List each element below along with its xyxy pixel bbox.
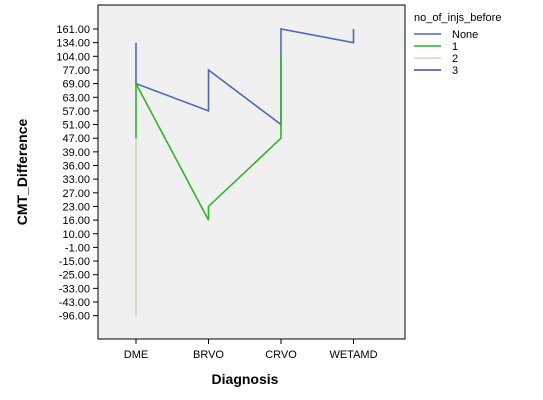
x-tick-label: DME — [124, 349, 148, 361]
y-tick-label: 23.00 — [62, 201, 90, 213]
series-line-None — [135, 28, 355, 127]
y-tick-label: 47.00 — [62, 133, 90, 145]
x-tick-label: BRVO — [193, 349, 224, 361]
y-tick-label: 36.00 — [62, 161, 90, 173]
y-tick-label: -43.00 — [59, 297, 90, 309]
y-tick-label: 69.00 — [62, 79, 90, 91]
legend-label: None — [452, 29, 478, 41]
y-axis-title: CMT_Difference — [14, 119, 30, 226]
y-tick-label: 134.00 — [56, 38, 90, 50]
y-tick-label: 63.00 — [62, 92, 90, 104]
x-axis: DME BRVO CRVO WETAMD — [124, 339, 378, 361]
y-tick-label: 39.00 — [62, 147, 90, 159]
y-tick-label: 10.00 — [62, 229, 90, 241]
x-tick-label: CRVO — [265, 349, 297, 361]
y-tick-label: -15.00 — [59, 256, 90, 268]
y-tick-label: -33.00 — [59, 283, 90, 295]
x-tick-label: WETAMD — [329, 349, 377, 361]
plot-area — [97, 4, 406, 340]
series-lines — [135, 28, 355, 316]
y-tick-label: 161.00 — [56, 24, 90, 36]
series-line-1 — [135, 56, 282, 221]
y-tick-label: -96.00 — [59, 311, 90, 323]
y-tick-label: 57.00 — [62, 106, 90, 118]
legend-label: 3 — [452, 65, 458, 77]
legend-label: 1 — [452, 41, 458, 53]
y-tick-label: -25.00 — [59, 270, 90, 282]
y-tick-label: -1.00 — [65, 242, 90, 254]
y-tick-label: 51.00 — [62, 120, 90, 132]
y-tick-label: 104.00 — [56, 51, 90, 63]
legend-label: 2 — [452, 53, 458, 65]
x-axis-title: Diagnosis — [212, 371, 279, 387]
y-tick-label: 77.00 — [62, 65, 90, 77]
y-tick-label: 33.00 — [62, 174, 90, 186]
legend-title: no_of_injs_before — [414, 12, 501, 24]
y-tick-label: 16.00 — [62, 215, 90, 227]
y-tick-label: 27.00 — [62, 188, 90, 200]
